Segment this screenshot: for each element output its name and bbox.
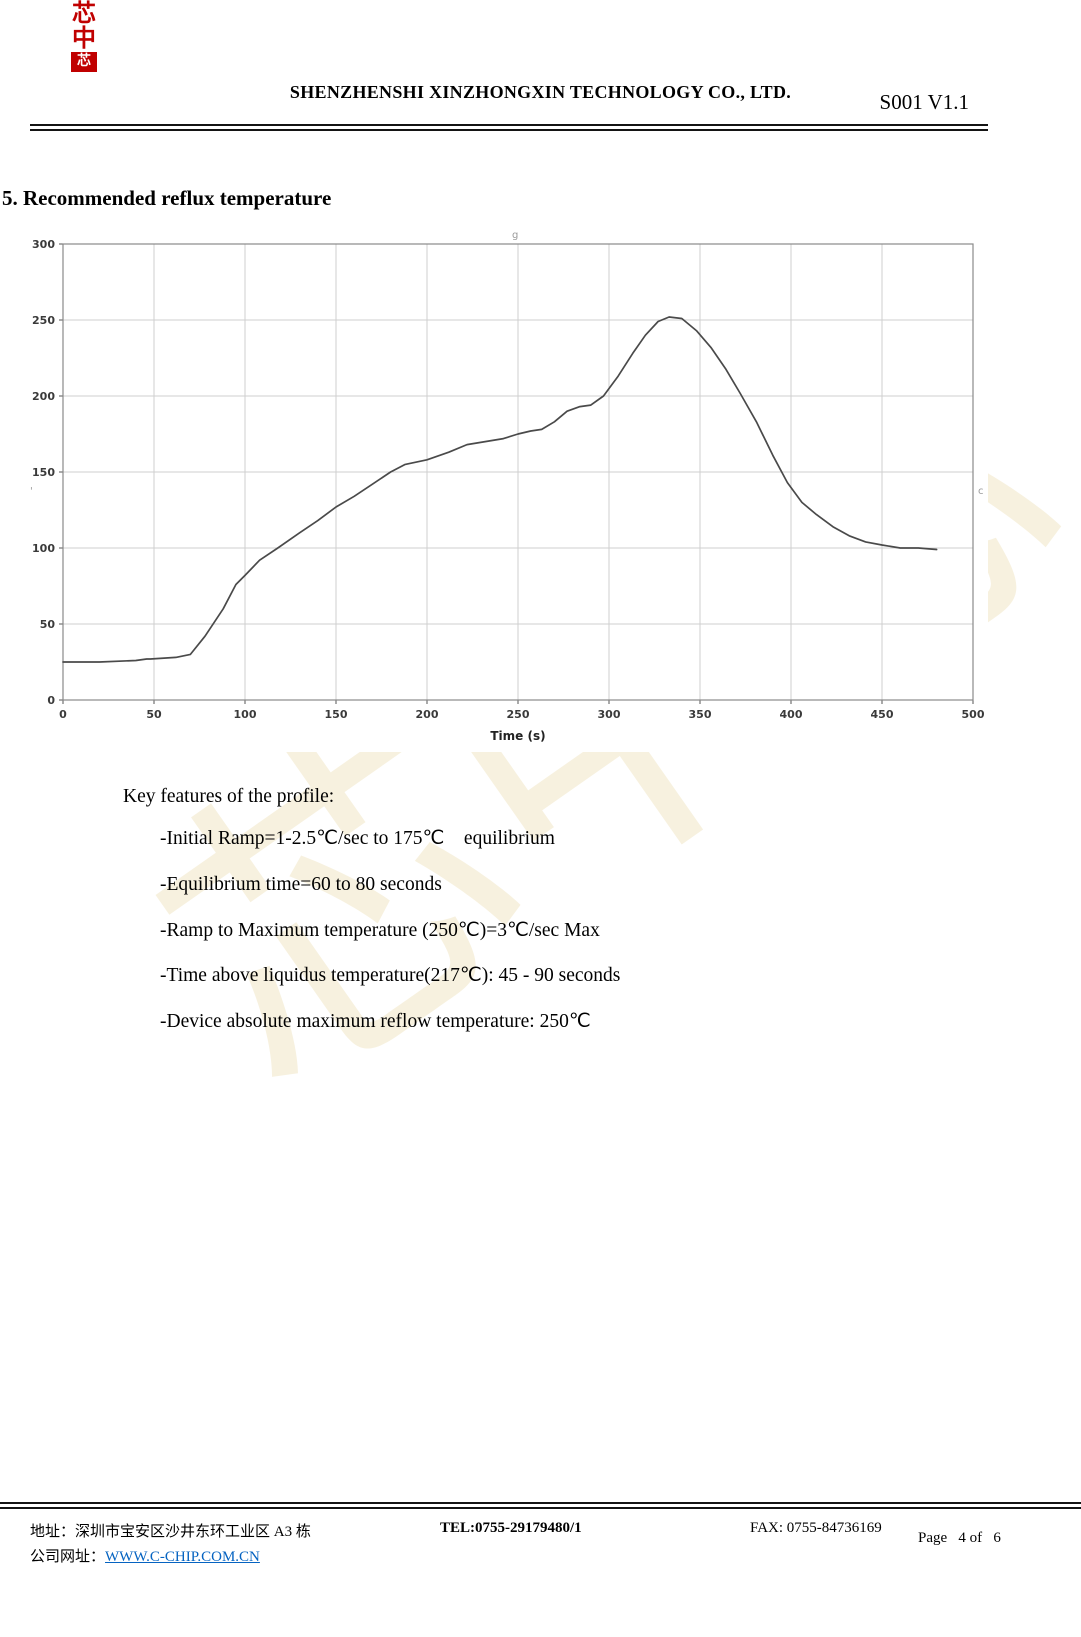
footer-website-link[interactable]: WWW.C-CHIP.COM.CN xyxy=(105,1549,260,1565)
svg-text:c: c xyxy=(978,486,984,497)
svg-text:300: 300 xyxy=(598,708,621,721)
svg-text:250: 250 xyxy=(507,708,530,721)
doc-code: S001 V1.1 xyxy=(879,90,969,114)
logo-seal-icon: 芯 xyxy=(71,52,97,73)
footer-tel: TEL:0755-29179480/1 xyxy=(440,1520,582,1536)
svg-text:g: g xyxy=(512,230,518,241)
header-divider xyxy=(30,124,988,131)
feature-item: -Device absolute maximum reflow temperat… xyxy=(160,1011,591,1033)
svg-text:150: 150 xyxy=(32,466,55,479)
svg-text:500: 500 xyxy=(962,708,985,721)
svg-text:450: 450 xyxy=(871,708,894,721)
footer-address: 地址：深圳市宝安区沙井东环工业区 A3 栋 xyxy=(30,1524,311,1540)
logo-glyph-middle: 中 xyxy=(72,26,96,53)
footer-fax: FAX: 0755-84736169 xyxy=(750,1520,882,1536)
reflow-profile-chart: 0 50 100 150 200 250 300 350 400 450 500 0 50 100 150 2… xyxy=(20,228,988,752)
feature-item: -Equilibrium time=60 to 80 seconds xyxy=(160,873,442,895)
svg-text:200: 200 xyxy=(416,708,439,721)
footer-divider xyxy=(0,1502,1081,1509)
svg-text:100: 100 xyxy=(234,708,257,721)
logo-glyph-top: 芯 xyxy=(72,1,96,27)
svg-text:50: 50 xyxy=(40,618,56,631)
reflow-profile-chart-svg: 0 50 100 150 200 250 300 350 400 450 500 0 50 100 150 2… xyxy=(30,230,985,743)
footer-website: 公司网址：WWW.C-CHIP.COM.CN xyxy=(30,1545,260,1566)
feature-item: -Ramp to Maximum temperature (250℃)=3℃/s… xyxy=(160,919,600,941)
svg-text:100: 100 xyxy=(32,542,55,555)
svg-text:200: 200 xyxy=(32,390,55,403)
feature-item: -Initial Ramp=1-2.5℃/sec to 175℃ equilib… xyxy=(160,828,555,849)
svg-text:50: 50 xyxy=(146,708,162,721)
company-logo: 芯 中 芯 xyxy=(38,1,130,82)
key-features-block: Key features of the profile: -Initial Ra… xyxy=(123,786,963,1057)
footer-website-label: 公司网址： xyxy=(30,1549,106,1565)
svg-text:300: 300 xyxy=(32,238,55,251)
svg-text:150: 150 xyxy=(325,708,348,721)
page-number: Page 4 of 6 xyxy=(918,1530,1001,1546)
features-heading: Key features of the profile: xyxy=(123,786,335,807)
feature-item: -Time above liquidus temperature(217℃): … xyxy=(160,965,621,987)
svg-text:250: 250 xyxy=(32,314,55,327)
svg-text:350: 350 xyxy=(689,708,712,721)
feature-list: -Initial Ramp=1-2.5℃/sec to 175℃ equilib… xyxy=(123,828,963,1033)
svg-text:0: 0 xyxy=(47,694,55,707)
svg-text:': ' xyxy=(30,486,33,497)
svg-text:400: 400 xyxy=(780,708,803,721)
company-name: SHENZHENSHI XINZHONGXIN TECHNOLOGY CO., … xyxy=(289,82,792,102)
svg-text:0: 0 xyxy=(59,708,67,721)
section-title: 5. Recommended reflux temperature xyxy=(2,186,332,210)
svg-text:Time (s): Time (s) xyxy=(490,729,545,743)
